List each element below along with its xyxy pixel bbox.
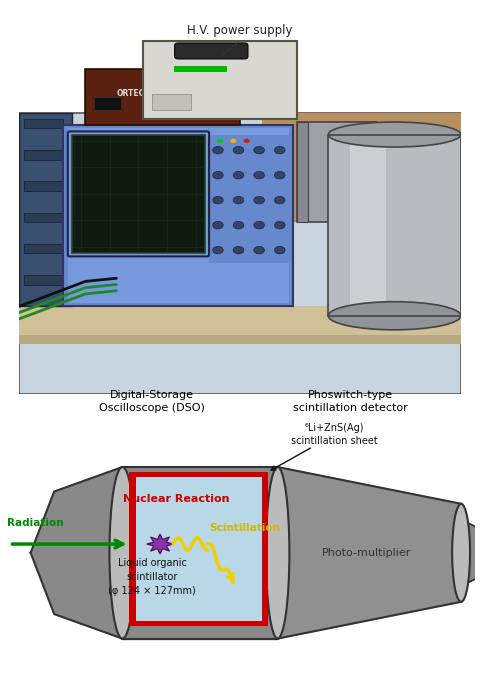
- Circle shape: [275, 146, 285, 154]
- Text: H.V. power supply: H.V. power supply: [187, 24, 293, 37]
- Bar: [174, 66, 227, 72]
- Bar: [94, 97, 121, 110]
- Bar: [19, 113, 461, 394]
- Circle shape: [254, 196, 264, 204]
- Circle shape: [254, 146, 264, 154]
- Bar: [209, 135, 288, 263]
- Circle shape: [233, 146, 244, 154]
- Circle shape: [230, 139, 237, 143]
- Bar: [298, 122, 377, 222]
- Polygon shape: [122, 467, 277, 638]
- Circle shape: [213, 171, 223, 179]
- Circle shape: [254, 221, 264, 229]
- Bar: [19, 113, 72, 306]
- Bar: [19, 306, 461, 338]
- Circle shape: [254, 171, 264, 179]
- Ellipse shape: [328, 302, 461, 330]
- Bar: [72, 135, 204, 254]
- Circle shape: [275, 221, 285, 229]
- Bar: [262, 113, 461, 222]
- Polygon shape: [461, 520, 475, 586]
- Bar: [85, 69, 240, 125]
- Bar: [24, 119, 63, 129]
- Circle shape: [233, 221, 244, 229]
- Circle shape: [233, 247, 244, 254]
- Bar: [328, 135, 461, 316]
- Text: Photo-multiplier: Photo-multiplier: [323, 548, 412, 558]
- Bar: [63, 125, 293, 306]
- Circle shape: [217, 139, 223, 143]
- Ellipse shape: [266, 467, 289, 638]
- Circle shape: [213, 196, 223, 204]
- Circle shape: [166, 107, 182, 118]
- Circle shape: [275, 171, 285, 179]
- Bar: [24, 150, 63, 160]
- Bar: [24, 182, 63, 191]
- Ellipse shape: [109, 467, 135, 638]
- Circle shape: [275, 247, 285, 254]
- Text: Phoswitch-type
scintillation detector: Phoswitch-type scintillation detector: [293, 390, 408, 413]
- Text: Scintillation: Scintillation: [209, 523, 280, 533]
- Bar: [298, 122, 309, 222]
- Circle shape: [213, 247, 223, 254]
- FancyBboxPatch shape: [175, 43, 248, 59]
- Circle shape: [213, 146, 223, 154]
- Text: ⁶Li+ZnS(Ag)
scintillation sheet: ⁶Li+ZnS(Ag) scintillation sheet: [291, 423, 377, 446]
- Text: ORTEC: ORTEC: [116, 89, 144, 98]
- Bar: [152, 94, 192, 110]
- Bar: [350, 135, 386, 316]
- Circle shape: [243, 139, 250, 143]
- Polygon shape: [147, 534, 173, 554]
- Text: Digital-Storage
Oscilloscope (DSO): Digital-Storage Oscilloscope (DSO): [99, 390, 204, 413]
- Bar: [24, 244, 63, 254]
- Circle shape: [213, 221, 223, 229]
- Polygon shape: [31, 467, 122, 638]
- Ellipse shape: [328, 122, 461, 147]
- Bar: [328, 135, 461, 316]
- Circle shape: [254, 247, 264, 254]
- Bar: [24, 275, 63, 285]
- Bar: [68, 129, 288, 303]
- Bar: [130, 472, 268, 626]
- Text: Radiation: Radiation: [7, 518, 64, 529]
- Bar: [19, 334, 461, 344]
- Circle shape: [233, 171, 244, 179]
- Text: Nuclear Reaction: Nuclear Reaction: [123, 493, 230, 504]
- Bar: [143, 41, 298, 119]
- Text: Liquid organic
scintillator
(φ 124 × 127mm): Liquid organic scintillator (φ 124 × 127…: [108, 558, 196, 596]
- Bar: [136, 477, 262, 621]
- Circle shape: [233, 196, 244, 204]
- Polygon shape: [277, 467, 461, 638]
- Circle shape: [275, 196, 285, 204]
- Bar: [24, 213, 63, 222]
- Ellipse shape: [452, 504, 470, 602]
